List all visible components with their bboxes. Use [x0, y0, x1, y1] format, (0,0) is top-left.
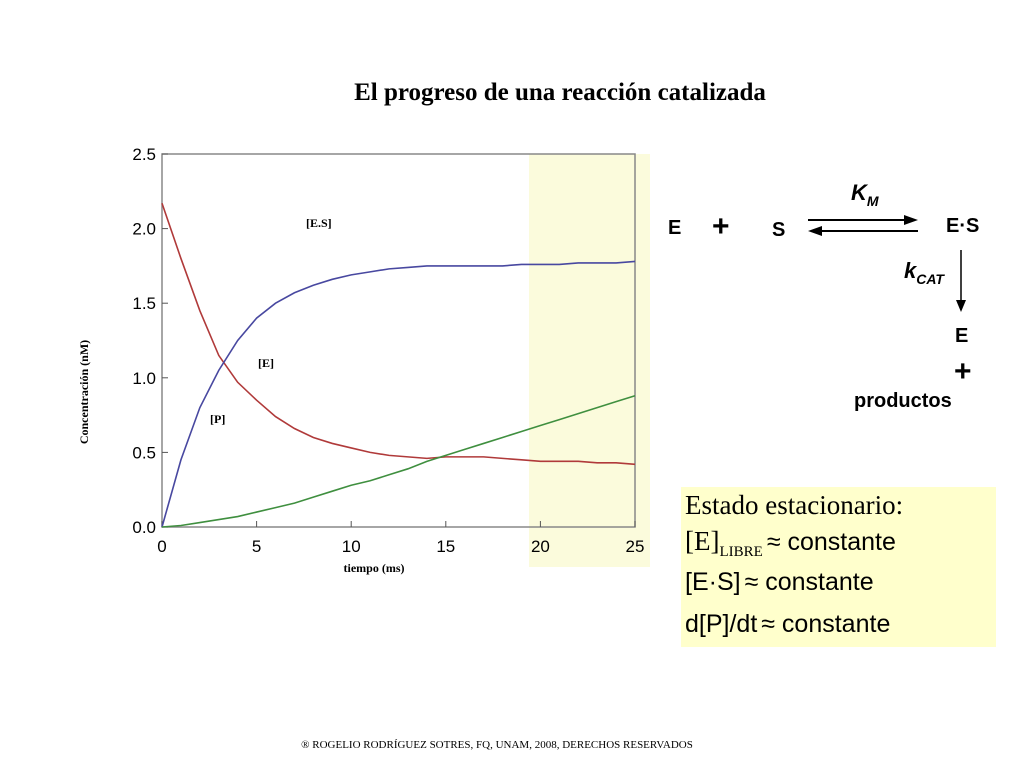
x-tick-label: 10 — [342, 537, 361, 556]
arrow-head — [904, 215, 918, 225]
footer: ® ROGELIO RODRÍGUEZ SOTRES, FQ, UNAM, 20… — [301, 739, 693, 751]
enzyme: E — [668, 217, 681, 239]
box-line: [E]LIBRE ≈ constante — [685, 526, 896, 560]
x-tick-label: 20 — [531, 537, 550, 556]
data-line — [161, 260, 636, 528]
x-tick-label: 5 — [252, 537, 261, 556]
data-line — [161, 202, 636, 466]
y-axis-label: Concentración (nM) — [77, 340, 91, 444]
box-line: [E·S] ≈ constante — [685, 568, 874, 596]
series-label: [P] — [210, 412, 225, 426]
y-tick-label: 0.5 — [132, 443, 156, 462]
plus: + — [954, 355, 972, 388]
series-label: [E.S] — [306, 216, 332, 230]
y-tick-label: 1.0 — [132, 369, 156, 388]
steady-state-box — [681, 487, 996, 647]
arrow-head — [808, 226, 822, 236]
km: KM — [851, 180, 879, 209]
x-tick-label: 15 — [436, 537, 455, 556]
y-tick-label: 0.0 — [132, 518, 156, 537]
arrow-head — [956, 300, 966, 312]
plot-frame — [161, 153, 636, 528]
y-tick-label: 2.5 — [132, 145, 156, 164]
substrate: S — [772, 219, 785, 241]
kcat: kCAT — [904, 258, 945, 287]
y-tick-label: 2.0 — [132, 220, 156, 239]
reaction-scheme: E + S KM E·S kCAT E + productos — [668, 180, 979, 412]
products: productos — [854, 390, 952, 412]
data-line — [161, 394, 636, 528]
y-tick-label: 1.5 — [132, 294, 156, 313]
slide-title: El progreso de una reacción catalizada — [354, 79, 766, 106]
series-label: [E] — [258, 356, 274, 370]
complex: E·S — [946, 215, 979, 237]
box-heading: Estado estacionario: — [685, 490, 903, 520]
x-axis-label: tiempo (ms) — [344, 561, 405, 575]
steady-state-region — [529, 154, 650, 567]
x-tick-label: 25 — [626, 537, 645, 556]
plus: + — [712, 210, 730, 243]
box-line: d[P]/dt ≈ constante — [685, 610, 890, 638]
x-tick-label: 0 — [157, 537, 166, 556]
enzyme: E — [955, 325, 968, 347]
chart: 0.0 0.5 1.0 1.5 2.0 2.5 0 5 10 15 20 25 tiempo (ms) C… — [77, 145, 644, 575]
